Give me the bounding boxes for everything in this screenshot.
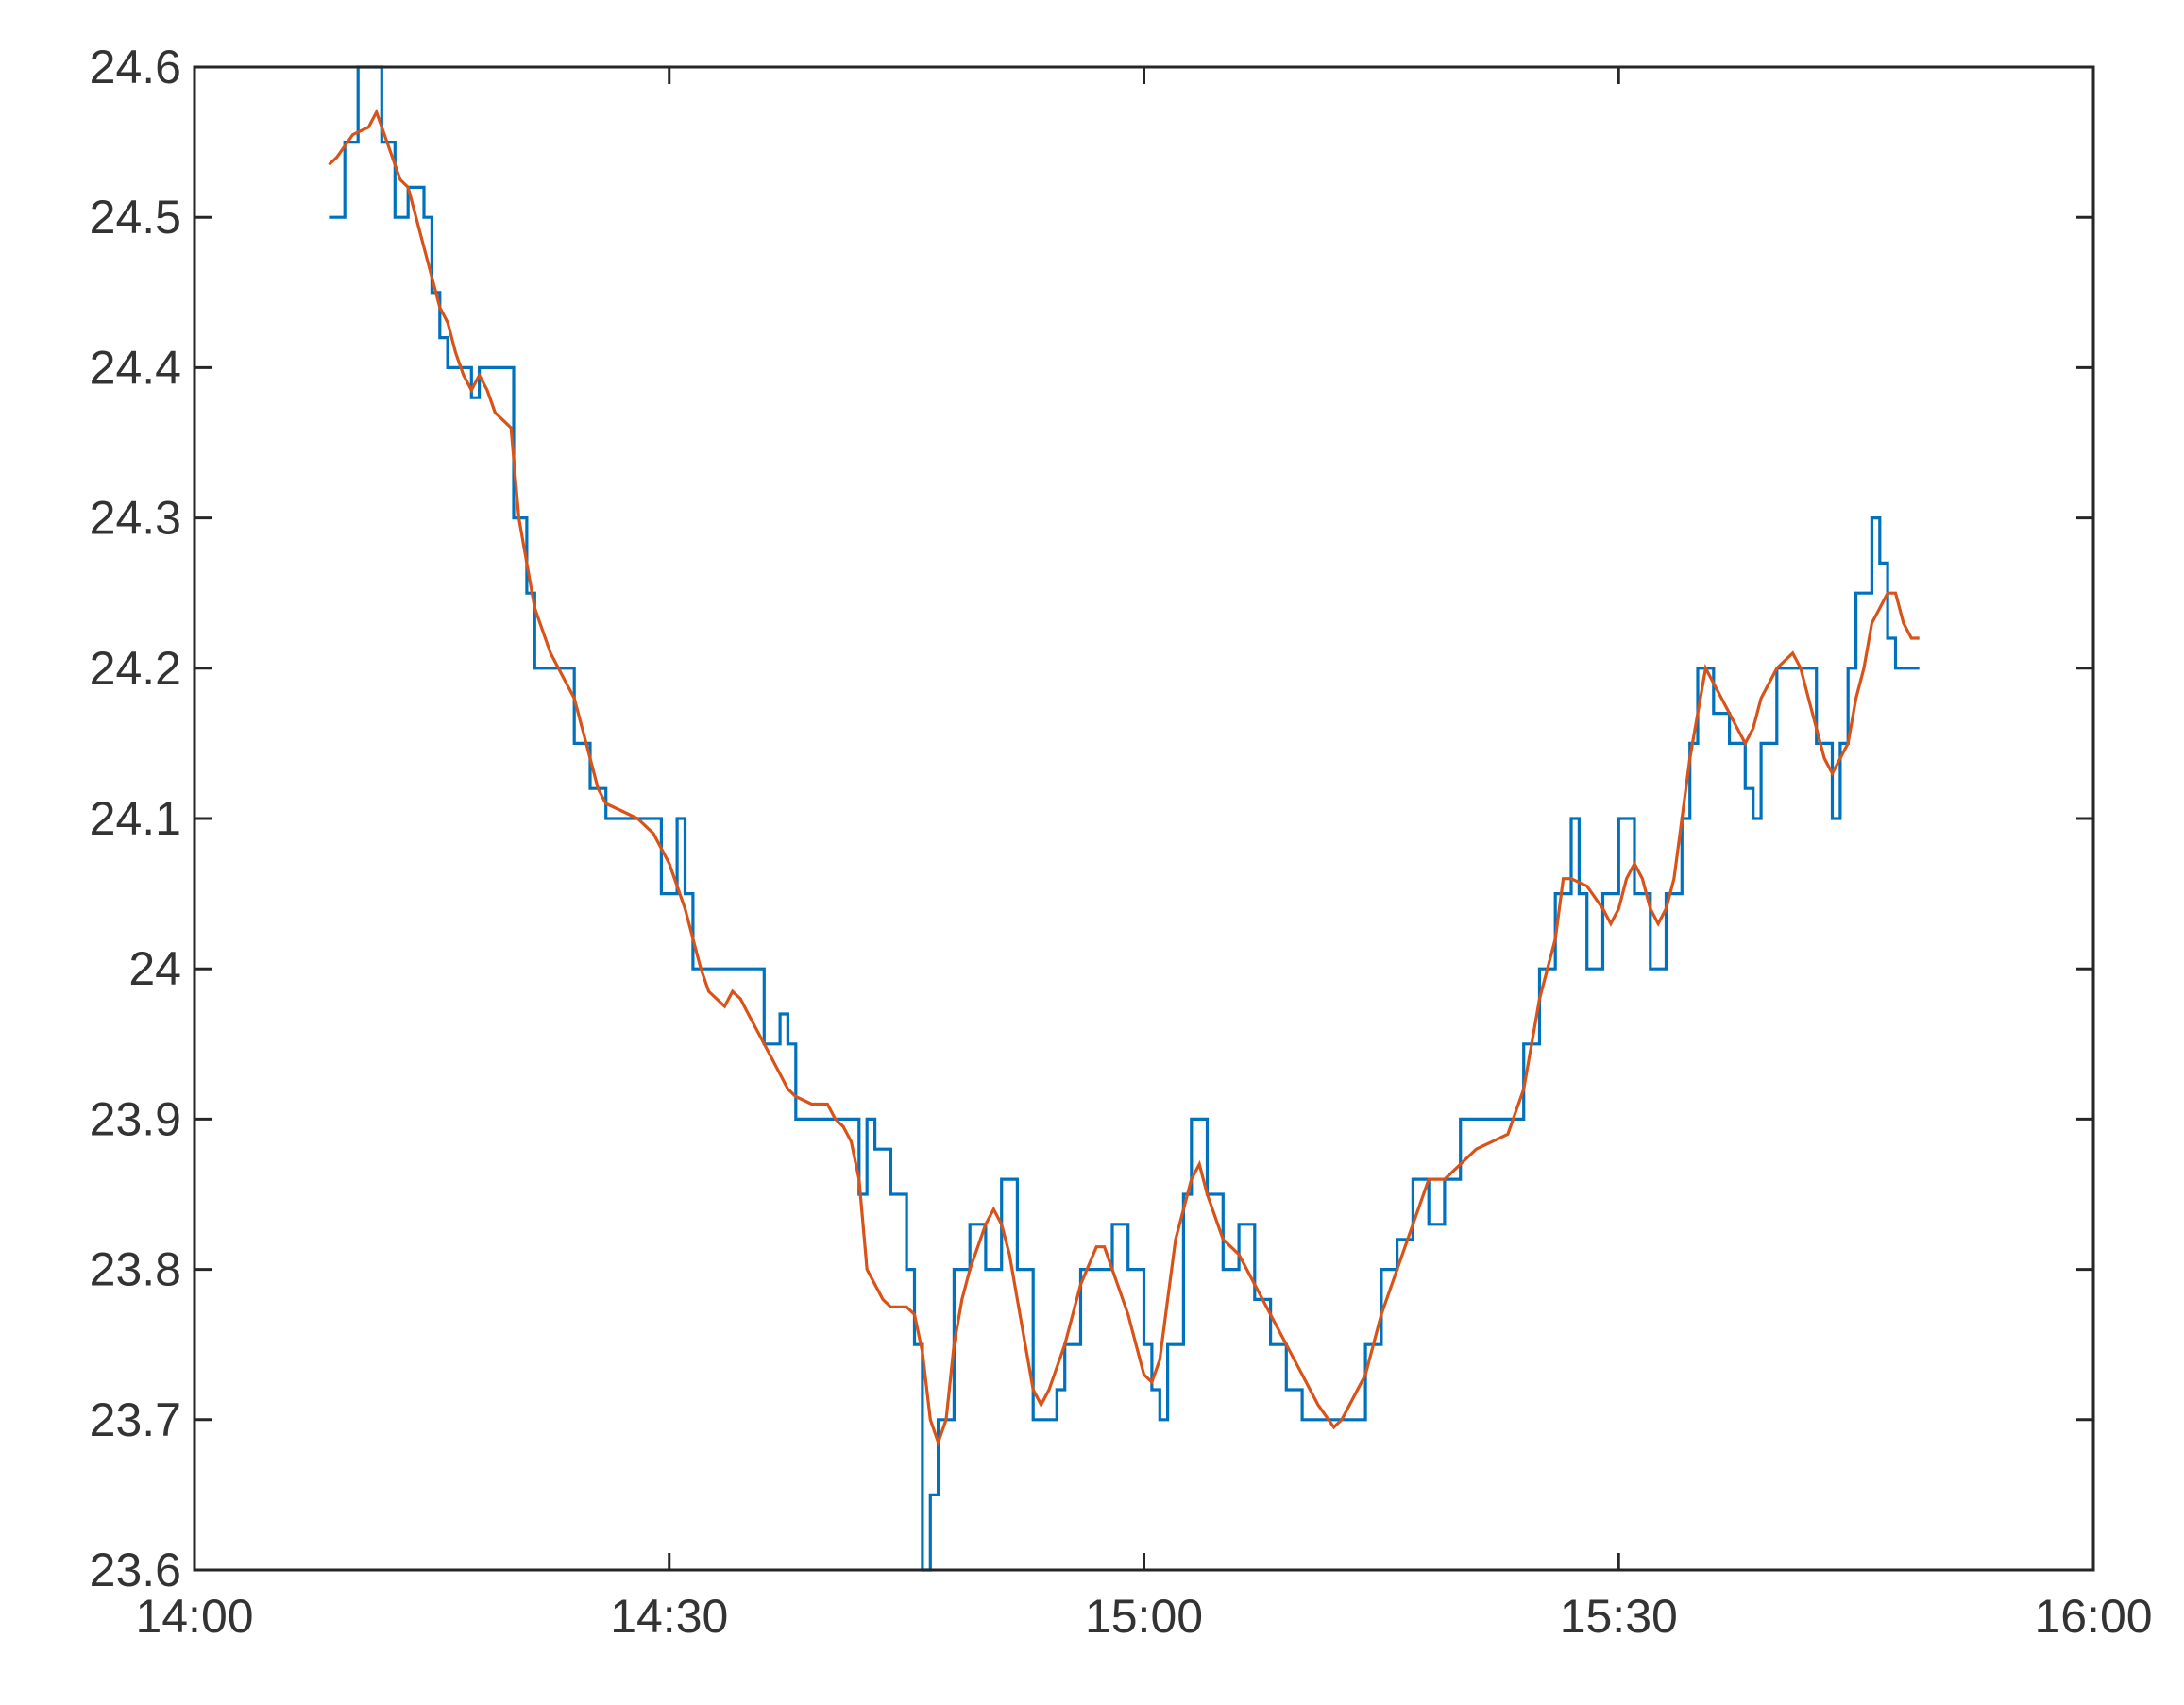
x-tick-label: 15:00: [1085, 1590, 1203, 1643]
axes-frame: [193, 65, 2095, 1572]
y-tick-label: 24.3: [90, 492, 181, 545]
series-line-2: [328, 108, 1920, 1447]
y-tick-label: 23.8: [90, 1243, 181, 1296]
y-tick-label: 23.7: [90, 1393, 181, 1446]
y-tick-label: 24.6: [90, 41, 181, 93]
x-tick-labels: 14:00 14:30 15:00 15:30 16:00: [135, 1590, 2152, 1643]
x-tick-label: 14:30: [610, 1590, 728, 1643]
x-tick-label: 15:30: [1560, 1590, 1678, 1643]
y-tick-label: 24.2: [90, 642, 181, 695]
y-tick-labels: 23.6 23.7 23.8 23.9 24 24.1 24.2 24.3 24.4 24.5 24…: [90, 41, 181, 1596]
series-layer: [328, 65, 1920, 1572]
x-tick-label: 14:00: [135, 1590, 253, 1643]
y-tick-label: 24.4: [90, 341, 181, 394]
y-tick-label: 24.5: [90, 191, 181, 244]
y-tick-label: 24: [128, 942, 181, 995]
y-tick-label: 24.1: [90, 792, 181, 845]
y-tick-label: 23.6: [90, 1544, 181, 1596]
x-tick-label: 16:00: [2034, 1590, 2152, 1643]
series-line-1: [329, 65, 1920, 1572]
y-tick-label: 23.9: [90, 1092, 181, 1145]
